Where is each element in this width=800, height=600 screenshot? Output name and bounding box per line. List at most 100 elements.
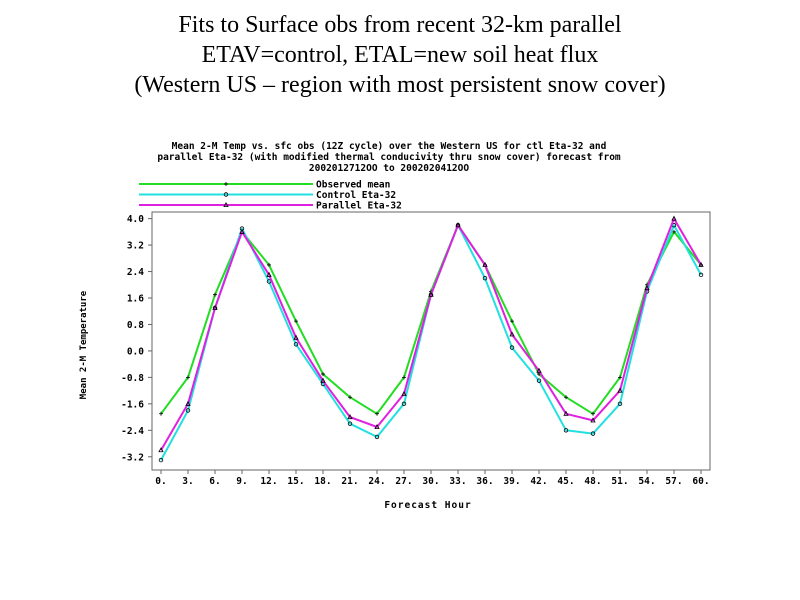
data-point <box>644 285 650 291</box>
y-tick-label: 0.8 <box>127 320 144 331</box>
data-point <box>671 215 677 221</box>
data-point <box>564 395 568 400</box>
legend-item: Parallel Eta-32 <box>139 201 402 212</box>
data-point <box>482 275 488 281</box>
x-tick-label: 33. <box>449 476 466 487</box>
x-tick-label: 21. <box>341 476 358 487</box>
data-point <box>482 261 488 267</box>
series-line <box>160 217 702 451</box>
x-tick-label: 45. <box>557 476 574 487</box>
data-point <box>563 410 569 416</box>
data-point <box>185 400 191 406</box>
data-point <box>509 345 515 350</box>
y-tick-label: -1.6 <box>121 399 144 410</box>
data-point <box>293 342 299 347</box>
data-point <box>185 408 191 413</box>
data-point <box>591 411 595 416</box>
data-point <box>239 228 245 234</box>
series-line <box>160 224 702 461</box>
data-point <box>617 387 623 393</box>
data-point <box>590 431 596 436</box>
y-tick-label: 4.0 <box>127 214 144 225</box>
data-point <box>536 378 542 383</box>
x-tick-label: 18. <box>314 476 331 487</box>
data-point <box>212 304 218 310</box>
data-point <box>672 229 676 234</box>
slide-title-line-1: Fits to Surface obs from recent 32-km pa… <box>178 12 622 38</box>
x-tick-label: 39. <box>503 476 520 487</box>
y-axis: -3.2 -2.4 -1.6 -0.8 0.0 0.8 1.6 2.4 3.2 4.0 <box>121 214 152 463</box>
series-control-eta-32 <box>158 223 704 463</box>
data-point <box>536 367 542 373</box>
x-tick-label: 48. <box>584 476 601 487</box>
data-point <box>374 434 380 440</box>
data-point <box>402 375 406 380</box>
series-parallel-eta-32 <box>158 215 704 453</box>
x-tick-label: 51. <box>611 476 628 487</box>
data-point <box>158 457 164 463</box>
y-tick-label: -3.2 <box>121 452 144 463</box>
x-tick-label: 3. <box>182 476 193 487</box>
x-tick-label: 12. <box>260 476 277 487</box>
data-point <box>348 395 352 400</box>
slide-title-line-2: ETAV=control, ETAL=new soil heat flux <box>201 42 599 68</box>
y-tick-label: 0.0 <box>127 346 144 357</box>
data-point <box>321 372 325 377</box>
data-point <box>509 331 515 337</box>
x-tick-label: 0. <box>155 476 166 487</box>
legend-item: Observed mean <box>139 180 390 191</box>
data-point <box>510 319 514 324</box>
chart-title-line-2: parallel Eta-32 (with modified thermal c… <box>157 152 621 163</box>
data-point <box>428 291 434 297</box>
x-tick-label: 15. <box>287 476 304 487</box>
legend-marker <box>223 201 229 207</box>
y-tick-label: 2.4 <box>127 267 144 278</box>
data-point <box>401 390 407 396</box>
y-tick-label: -0.8 <box>121 373 144 384</box>
data-point <box>158 447 164 453</box>
x-tick-label: 30. <box>422 476 439 487</box>
data-point <box>563 428 569 433</box>
data-point <box>266 271 272 277</box>
x-tick-label: 54. <box>638 476 655 487</box>
data-point <box>401 401 407 407</box>
data-point <box>347 421 353 426</box>
data-point <box>618 375 622 380</box>
series-line <box>160 224 702 415</box>
legend-label: Observed mean <box>316 180 390 191</box>
data-point <box>213 292 217 297</box>
y-axis-label: Mean 2-M Temperature <box>79 290 89 399</box>
slide-title-line-3: (Western US – region with most persisten… <box>134 72 666 98</box>
data-point <box>375 411 379 416</box>
y-tick-label: 3.2 <box>127 241 144 252</box>
x-tick-label: 27. <box>395 476 412 487</box>
x-tick-label: 24. <box>368 476 385 487</box>
x-tick-label: 57. <box>665 476 682 487</box>
slide-title: Fits to Surface obs from recent 32-km pa… <box>0 10 800 100</box>
x-tick-label: 36. <box>476 476 493 487</box>
data-point <box>617 401 623 407</box>
data-point <box>267 262 271 267</box>
x-tick-label: 42. <box>530 476 547 487</box>
legend-marker <box>223 192 229 197</box>
legend-label: Parallel Eta-32 <box>316 201 402 212</box>
data-point <box>374 423 380 429</box>
legend-label: Control Eta-32 <box>316 190 396 201</box>
x-tick-label: 6. <box>209 476 220 487</box>
data-point <box>186 375 190 380</box>
x-axis: 0. 3. 6. 9. 12. 15. 18. 21. 24. 27. 30. 33. 36. 39. 42… <box>155 470 710 487</box>
y-tick-label: 1.6 <box>127 294 144 305</box>
x-tick-label: 9. <box>236 476 247 487</box>
x-axis-label: Forecast Hour <box>384 500 471 511</box>
data-point <box>590 417 596 423</box>
data-point <box>698 261 704 267</box>
x-tick-label: 60. <box>692 476 709 487</box>
data-point <box>347 414 353 420</box>
y-tick-label: -2.4 <box>121 426 144 437</box>
data-point <box>159 411 163 416</box>
series-layer <box>158 215 704 463</box>
legend-marker <box>224 182 228 186</box>
data-point <box>294 319 298 324</box>
